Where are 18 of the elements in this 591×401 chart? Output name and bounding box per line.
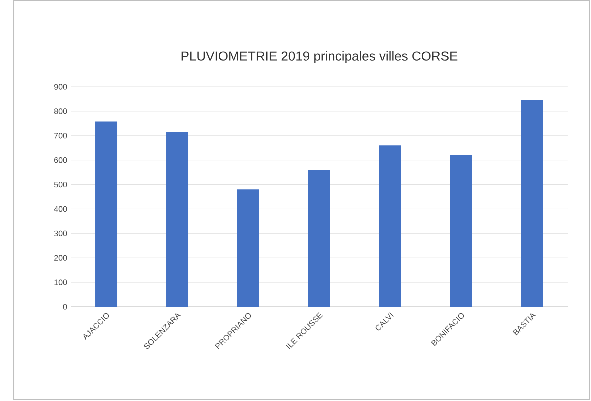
- bar: [521, 100, 544, 307]
- bar: [450, 155, 472, 307]
- bar: [238, 190, 260, 307]
- y-tick-label: 400: [54, 206, 68, 212]
- y-tick-label: 900: [54, 84, 68, 90]
- chart-title: PLUVIOMETRIE 2019 principales villes CORSE: [182, 51, 458, 64]
- bar: [308, 170, 330, 307]
- bar: [96, 122, 118, 307]
- y-tick-label: 600: [54, 158, 68, 164]
- y-tick-label: 300: [54, 230, 68, 236]
- y-tick-label: 200: [54, 255, 68, 261]
- y-tick-label: 700: [54, 133, 68, 139]
- bar: [380, 146, 402, 307]
- y-tick-label: 500: [54, 182, 68, 188]
- y-tick-label: 100: [54, 280, 68, 286]
- y-tick-label: 0: [63, 304, 68, 310]
- y-tick-label: 800: [54, 108, 68, 114]
- bar: [166, 132, 189, 307]
